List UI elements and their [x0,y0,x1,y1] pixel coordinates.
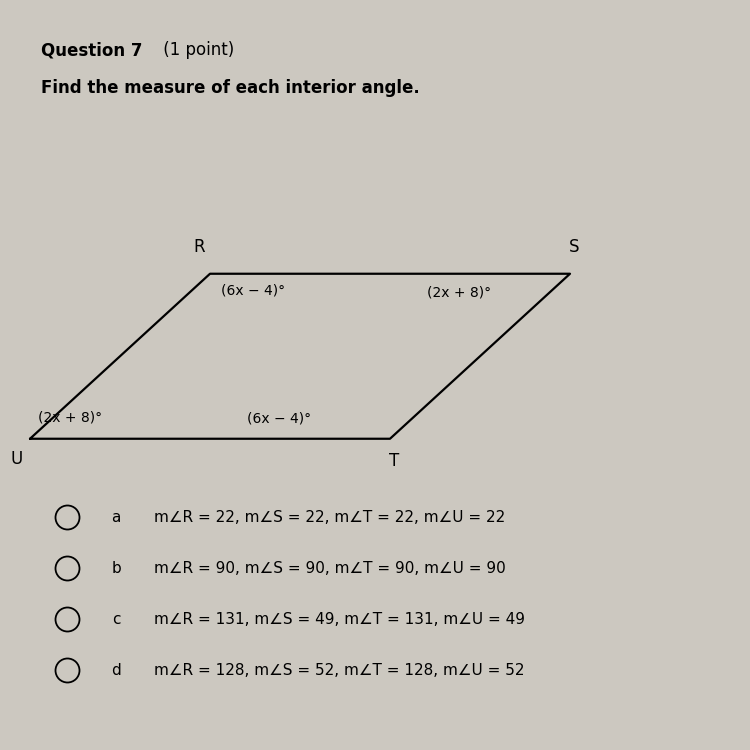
Text: m∠R = 90, m∠S = 90, m∠T = 90, m∠U = 90: m∠R = 90, m∠S = 90, m∠T = 90, m∠U = 90 [154,561,506,576]
Text: (2x + 8)°: (2x + 8)° [38,410,102,424]
Text: S: S [568,238,579,256]
Text: b: b [111,561,122,576]
Text: U: U [10,450,22,468]
Text: m∠R = 128, m∠S = 52, m∠T = 128, m∠U = 52: m∠R = 128, m∠S = 52, m∠T = 128, m∠U = 52 [154,663,524,678]
Text: Question 7: Question 7 [41,41,142,59]
Text: (1 point): (1 point) [158,41,234,59]
Text: (2x + 8)°: (2x + 8)° [427,285,491,299]
Text: d: d [111,663,122,678]
Text: Find the measure of each interior angle.: Find the measure of each interior angle. [41,79,420,97]
Text: (6x − 4)°: (6x − 4)° [221,284,285,298]
Text: c: c [112,612,121,627]
Text: a: a [112,510,121,525]
Text: T: T [388,452,399,470]
Text: R: R [193,238,205,256]
Text: m∠R = 22, m∠S = 22, m∠T = 22, m∠U = 22: m∠R = 22, m∠S = 22, m∠T = 22, m∠U = 22 [154,510,505,525]
Text: m∠R = 131, m∠S = 49, m∠T = 131, m∠U = 49: m∠R = 131, m∠S = 49, m∠T = 131, m∠U = 49 [154,612,525,627]
Text: (6x − 4)°: (6x − 4)° [248,412,311,426]
